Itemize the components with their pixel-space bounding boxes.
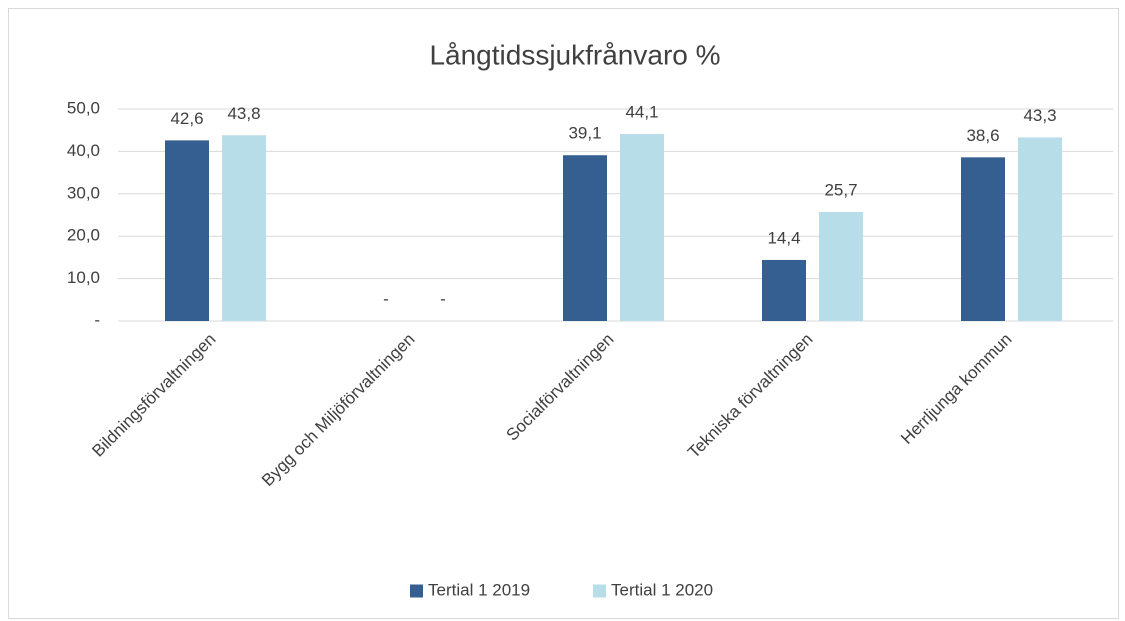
value-label: 38,6 bbox=[966, 126, 999, 145]
y-tick-label: 40,0 bbox=[67, 141, 100, 160]
value-label: - bbox=[440, 289, 446, 308]
value-label: 42,6 bbox=[170, 109, 203, 128]
value-label: 25,7 bbox=[824, 181, 857, 200]
legend-swatch bbox=[410, 584, 423, 598]
bar bbox=[762, 259, 806, 321]
bar bbox=[819, 212, 863, 321]
chart-title: Långtidssjukfrånvaro % bbox=[429, 39, 720, 70]
y-tick-label: 20,0 bbox=[67, 226, 100, 245]
y-tick-label: 10,0 bbox=[67, 268, 100, 287]
bar bbox=[165, 140, 209, 321]
value-label: 44,1 bbox=[625, 103, 658, 122]
value-label: 43,8 bbox=[227, 104, 260, 123]
bar bbox=[1018, 137, 1062, 321]
legend-swatch bbox=[593, 584, 606, 598]
value-label: 39,1 bbox=[568, 124, 601, 143]
value-label: - bbox=[383, 289, 389, 308]
legend-label: Tertial 1 2020 bbox=[611, 580, 713, 599]
y-tick-label: 30,0 bbox=[67, 183, 100, 202]
bar bbox=[620, 134, 664, 321]
value-label: 43,3 bbox=[1023, 106, 1056, 125]
bar bbox=[961, 157, 1005, 321]
value-label: 14,4 bbox=[767, 228, 800, 247]
y-tick-label: - bbox=[94, 310, 100, 329]
y-tick-label: 50,0 bbox=[67, 98, 100, 117]
bar bbox=[222, 135, 266, 321]
legend-label: Tertial 1 2019 bbox=[428, 580, 530, 599]
bar bbox=[563, 155, 607, 321]
